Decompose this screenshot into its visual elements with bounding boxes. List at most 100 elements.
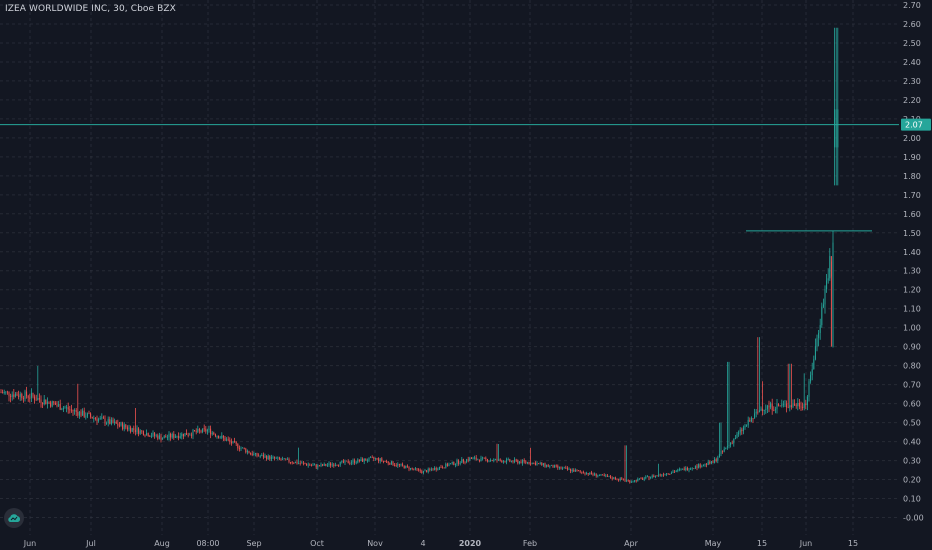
candle-body	[22, 398, 24, 400]
candle-body	[170, 433, 172, 438]
x-tick-label: 08:00	[196, 539, 219, 548]
candle-body	[133, 428, 135, 430]
candle-body	[795, 405, 797, 407]
candle-body	[581, 471, 583, 473]
x-axis[interactable]: Jun Jul Aug 08:00 Sep Oct Nov 4 2020 Feb Apr May 15 J…	[0, 535, 932, 550]
candle-body	[603, 474, 605, 476]
candle-body	[470, 457, 472, 459]
y-tick-label: 0.90	[903, 343, 921, 352]
candle-body	[269, 455, 271, 460]
candle-body	[762, 409, 764, 411]
candle-body	[766, 405, 768, 409]
candle-body	[653, 475, 655, 478]
candle-body	[205, 428, 207, 432]
y-tick-label: 0.80	[903, 362, 921, 371]
x-tick-label: Oct	[310, 539, 324, 548]
x-tick-label: Aug	[154, 539, 170, 548]
candle-body	[298, 463, 300, 464]
y-tick-label: 1.60	[903, 210, 921, 219]
candle-body	[253, 454, 255, 456]
candle-body	[43, 399, 45, 405]
candle-body	[400, 464, 402, 466]
candle-body	[576, 469, 578, 471]
candle-body	[389, 463, 391, 465]
candle-body	[19, 393, 21, 397]
candle-body	[485, 457, 487, 460]
candle-body	[259, 455, 261, 457]
candle-body	[624, 479, 626, 481]
candle-body	[686, 467, 688, 471]
chart-title: IZEA WORLDWIDE INC, 30, Cboe BZX	[5, 4, 176, 14]
candle-body	[442, 467, 444, 469]
candle-body	[344, 460, 346, 463]
candle-body	[331, 464, 333, 466]
candle-body	[32, 392, 34, 397]
candle-body	[408, 466, 410, 470]
candle-body	[509, 459, 511, 462]
candle-body	[189, 434, 191, 436]
candle-body	[693, 468, 695, 470]
y-tick-label: 0.60	[903, 400, 921, 409]
candle-body	[27, 396, 29, 398]
candle-body	[285, 458, 287, 460]
candle-body	[725, 447, 727, 449]
candle-body	[774, 409, 776, 411]
candle-body	[280, 458, 282, 460]
candle-body	[677, 469, 679, 472]
candle-body	[805, 403, 807, 406]
candle-body	[248, 451, 250, 454]
candle-body	[230, 441, 232, 444]
candle-body	[352, 460, 354, 463]
candle-body	[154, 432, 156, 436]
candle-body	[771, 403, 773, 411]
candle-body	[698, 464, 700, 468]
horizontal-lines[interactable]	[0, 124, 899, 232]
candle-body	[690, 468, 692, 470]
candle-body	[378, 458, 380, 462]
candle-body	[274, 456, 276, 459]
candle-body	[37, 397, 39, 401]
candle-body	[781, 404, 783, 406]
candle-body	[702, 465, 704, 467]
candle-body	[139, 430, 141, 434]
candle-body	[51, 401, 53, 407]
candle-body	[832, 242, 834, 347]
candle-body	[58, 404, 60, 406]
candle-body	[235, 442, 237, 444]
candle-body	[210, 428, 212, 435]
tradingview-cloud-icon[interactable]	[4, 508, 24, 528]
candle-body	[363, 458, 365, 462]
candle-body	[275, 458, 277, 459]
candle-body	[786, 403, 788, 408]
candle-body	[526, 462, 528, 463]
candle-body	[157, 435, 159, 439]
candle-body	[680, 468, 682, 470]
candle-body	[800, 406, 802, 408]
candle-body	[174, 436, 176, 438]
candle-body	[546, 465, 548, 467]
candle-body	[430, 469, 432, 471]
candle-body	[530, 463, 532, 465]
y-axis[interactable]: -0.00 0.10 0.20 0.30 0.40 0.50 0.60 0.70 0.80 0.9…	[899, 0, 932, 550]
y-tick-label: 2.60	[903, 20, 921, 29]
candle-body	[498, 459, 500, 461]
candle-body	[282, 459, 284, 460]
candle-body	[626, 480, 628, 482]
candle-body	[314, 464, 316, 466]
candle-body	[734, 437, 736, 439]
candle-body	[614, 477, 616, 480]
candle-body	[448, 464, 450, 466]
candle-body	[670, 472, 672, 474]
candle-body	[163, 436, 165, 439]
candle-body	[339, 461, 341, 466]
candle-body	[613, 477, 615, 479]
candle-body	[496, 459, 498, 461]
candle-body	[387, 461, 389, 464]
candle-body	[610, 476, 612, 478]
candle-body	[277, 457, 279, 459]
candle-body	[134, 429, 136, 433]
candle-body	[458, 460, 460, 464]
candle-body	[586, 473, 588, 475]
